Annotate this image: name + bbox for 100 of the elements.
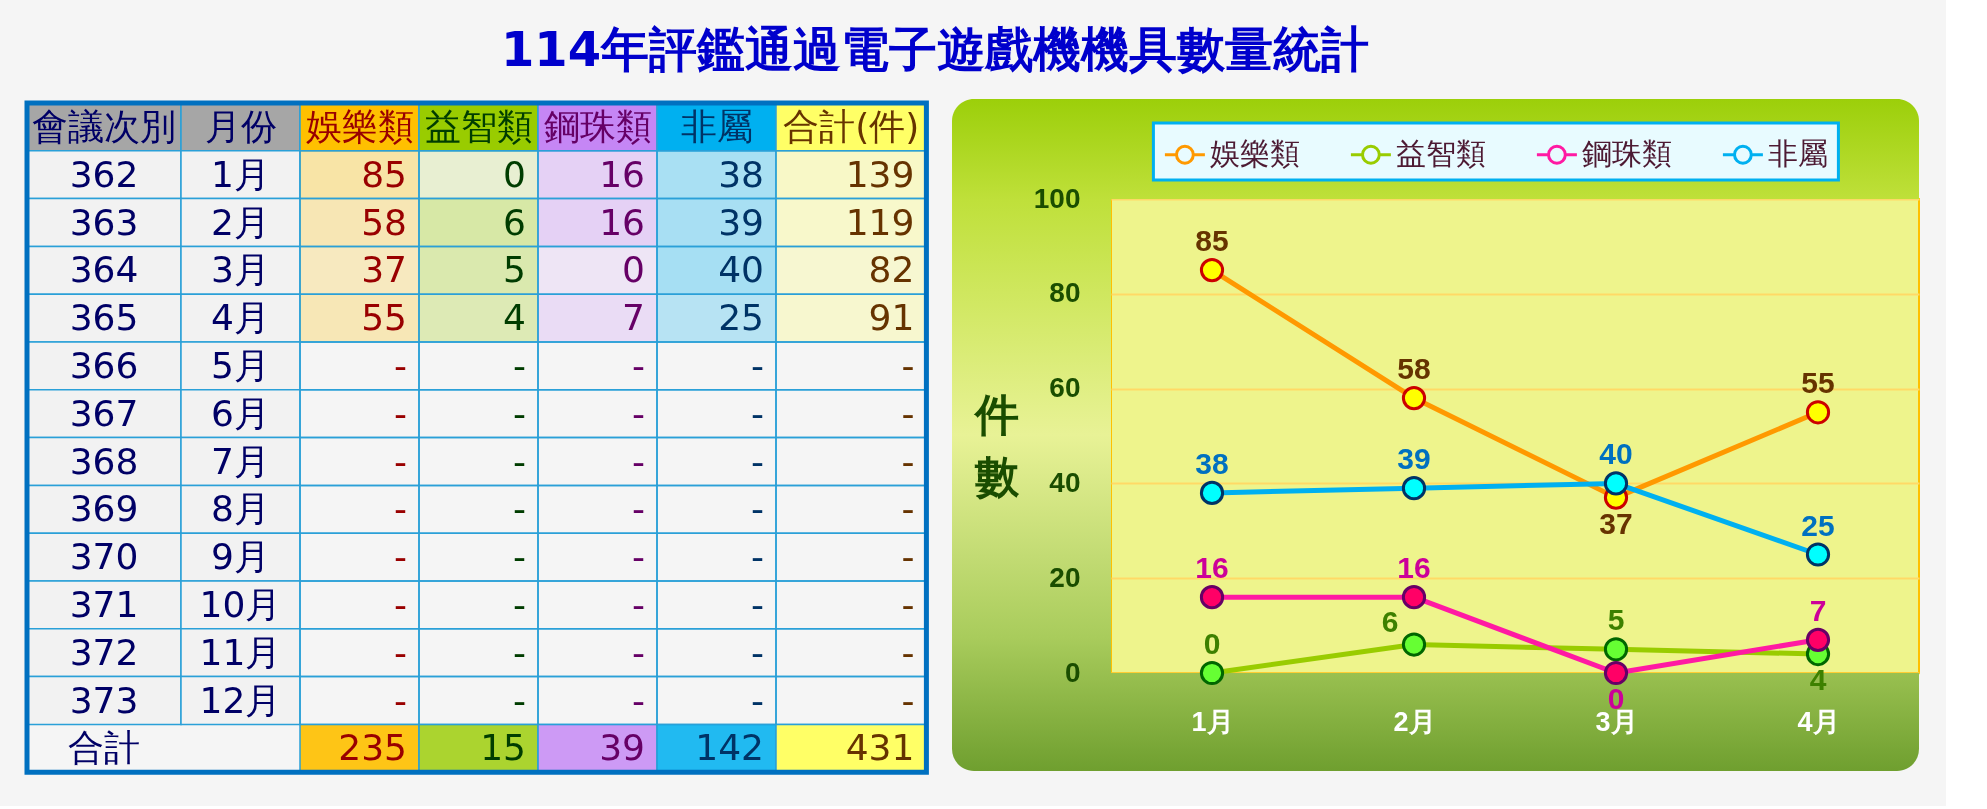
y2-tick-label: 12月 xyxy=(199,679,282,721)
text: - xyxy=(751,488,764,530)
text: - xyxy=(901,440,915,482)
data-label: 25 xyxy=(718,297,764,339)
data-label: 4 xyxy=(1809,663,1827,697)
y-tick-label: 364 xyxy=(69,249,139,291)
x-tick-label: 鋼珠類 xyxy=(543,105,652,147)
text: - xyxy=(751,679,764,721)
data-label: 58 xyxy=(361,201,407,243)
legend-label: 非屬 xyxy=(1768,135,1829,171)
text: - xyxy=(751,440,764,482)
data-label: 85 xyxy=(1195,224,1229,258)
text: - xyxy=(901,488,915,530)
text: - xyxy=(901,679,915,721)
data-label: 119 xyxy=(845,201,915,243)
y-tick-label: 368 xyxy=(69,440,139,482)
data-label: 39 xyxy=(718,201,764,243)
y2-tick-label: 10月 xyxy=(199,583,282,625)
x-tick-label: 非屬 xyxy=(680,105,753,147)
data-label: 142 xyxy=(695,727,764,769)
data-label: 0 xyxy=(1203,627,1221,660)
y-tick-label: 100 xyxy=(1033,182,1081,214)
text: - xyxy=(394,440,407,482)
x-tick-label: 益智類 xyxy=(424,105,533,147)
data-label: 235 xyxy=(338,727,407,769)
data-label: 5 xyxy=(1607,603,1625,637)
y2-tick-label: 11月 xyxy=(199,631,282,673)
data-label: 16 xyxy=(599,153,645,195)
y-tick-label: 80 xyxy=(1049,277,1081,309)
y2-tick-label: 5月 xyxy=(211,344,270,386)
y2-tick-label: 9月 xyxy=(211,536,270,578)
data-label: 55 xyxy=(1801,366,1835,400)
text: - xyxy=(901,631,915,673)
y-tick-label: 20 xyxy=(1049,561,1081,593)
y-tick-label: 60 xyxy=(1049,372,1081,404)
text: - xyxy=(513,536,526,578)
y-tick-label: 362 xyxy=(69,153,139,195)
data-label: 6 xyxy=(503,201,526,243)
text: - xyxy=(513,583,526,625)
text: - xyxy=(751,536,764,578)
x-tick-label: 1月 xyxy=(1191,706,1234,737)
y-tick-label: 366 xyxy=(69,344,139,386)
data-label: 7 xyxy=(622,297,645,339)
y-tick-label: 373 xyxy=(69,679,139,721)
data-label: 431 xyxy=(845,727,915,769)
data-label: 25 xyxy=(1801,508,1835,542)
text: - xyxy=(513,392,526,434)
text: - xyxy=(513,488,526,530)
data-label: 82 xyxy=(868,249,915,291)
data-label: 39 xyxy=(1397,442,1431,476)
data-label: 58 xyxy=(1397,352,1431,386)
text: - xyxy=(513,679,526,721)
text: - xyxy=(513,344,526,386)
text: - xyxy=(632,488,645,530)
data-label: 38 xyxy=(1195,446,1229,480)
data-label: 16 xyxy=(1195,551,1229,585)
x-tick-label: 合計(件) xyxy=(783,105,920,147)
chart-title: 114年評鑑通過電子遊戲機機具數量統計 xyxy=(500,21,1370,77)
y-tick-label: 367 xyxy=(69,392,139,434)
text: - xyxy=(632,679,645,721)
text: - xyxy=(632,631,645,673)
x-tick-label: 2月 xyxy=(1393,706,1436,737)
legend-label: 鋼珠類 xyxy=(1582,135,1673,171)
text: - xyxy=(394,679,407,721)
data-label: 40 xyxy=(718,249,764,291)
text: - xyxy=(751,631,764,673)
y-tick-label: 合計 xyxy=(68,727,140,769)
data-label: 0 xyxy=(503,153,526,195)
data-label: 6 xyxy=(1381,604,1399,638)
legend-label: 益智類 xyxy=(1396,135,1487,171)
y2-tick-label: 4月 xyxy=(211,297,270,339)
text: - xyxy=(394,536,407,578)
text: - xyxy=(394,488,407,530)
y-tick-label: 40 xyxy=(1049,466,1081,498)
data-label: 39 xyxy=(599,727,645,769)
x-tick-label: 娛樂類 xyxy=(305,105,414,147)
data-label: 16 xyxy=(1397,551,1431,585)
data-label: 16 xyxy=(599,201,645,243)
y2-axis-title: 月份 xyxy=(204,105,277,147)
text: - xyxy=(901,583,915,625)
y-tick-label: 370 xyxy=(69,536,139,578)
y2-tick-label: 7月 xyxy=(211,440,270,482)
y-tick-label: 371 xyxy=(69,583,139,625)
y2-tick-label: 3月 xyxy=(211,249,270,291)
text: - xyxy=(632,536,645,578)
text: - xyxy=(394,631,407,673)
text: - xyxy=(901,536,915,578)
data-label: 91 xyxy=(868,297,915,339)
data-label: 7 xyxy=(1809,593,1827,627)
y-axis-title: 件數 xyxy=(972,388,1020,502)
text: - xyxy=(632,440,645,482)
data-label: 4 xyxy=(503,297,526,339)
data-label: 37 xyxy=(1599,506,1633,540)
data-label: 38 xyxy=(718,153,764,195)
y2-tick-label: 1月 xyxy=(211,153,270,195)
y-tick-label: 372 xyxy=(69,631,139,673)
text: - xyxy=(394,583,407,625)
text: - xyxy=(632,583,645,625)
text: - xyxy=(901,392,915,434)
text: - xyxy=(632,344,645,386)
